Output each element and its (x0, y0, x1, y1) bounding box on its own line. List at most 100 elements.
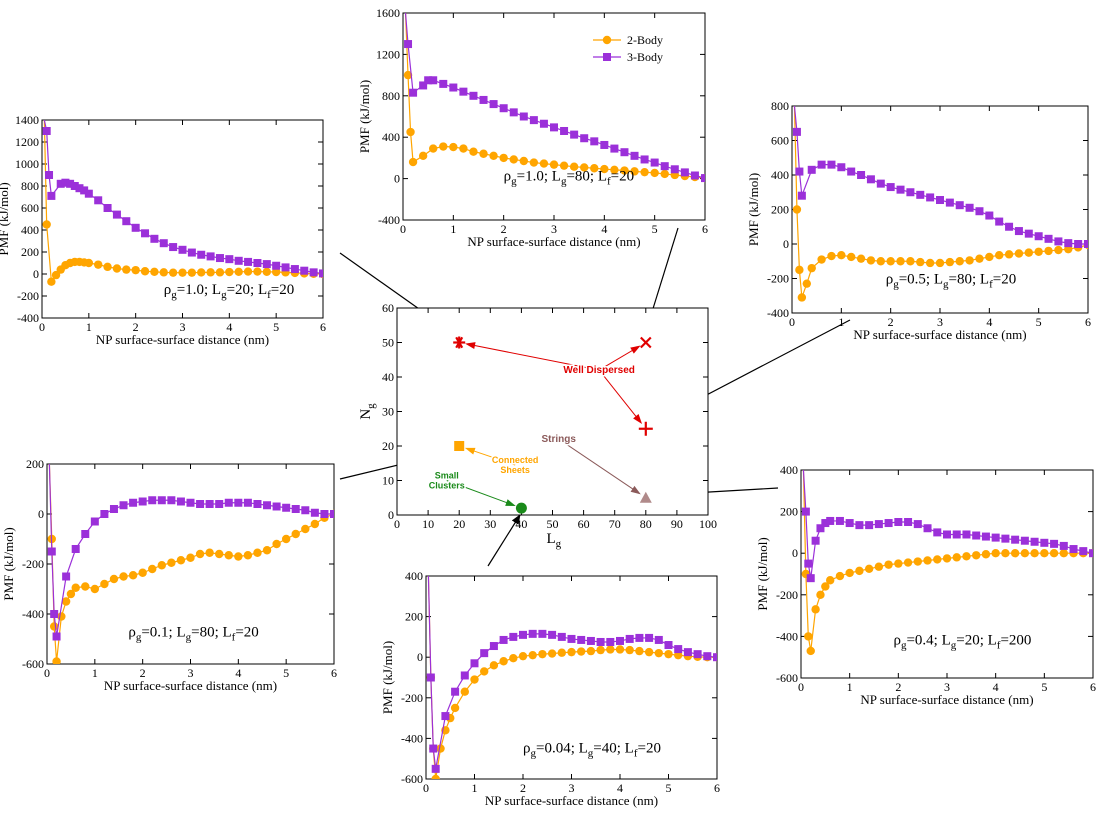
data-point (50, 610, 59, 618)
y-tick-label: 30 (382, 405, 394, 419)
map-point-plus (638, 421, 653, 436)
data-point (129, 498, 138, 507)
data-point (70, 182, 79, 190)
data-point (330, 510, 334, 518)
data-point (904, 518, 913, 526)
data-point (71, 583, 80, 592)
data-point (600, 164, 609, 174)
series-3-body (792, 106, 1088, 248)
data-point (234, 552, 243, 561)
data-point (281, 534, 291, 544)
data-point (509, 108, 518, 117)
data-point (1030, 549, 1039, 558)
x-tick-label: 0 (39, 320, 45, 334)
data-point (616, 636, 624, 645)
data-point (991, 549, 1000, 558)
data-point (169, 243, 178, 252)
x-tick-label: 2 (140, 666, 146, 680)
x-tick-label: 80 (640, 517, 652, 531)
category-arrow (466, 343, 600, 371)
x-tick-label: 6 (331, 666, 337, 680)
data-point (290, 265, 299, 274)
data-point (801, 507, 810, 516)
category-arrowhead (633, 414, 643, 425)
data-point (674, 645, 683, 654)
data-point (178, 268, 187, 277)
data-point (42, 127, 51, 135)
x-tick-label: 5 (273, 320, 279, 334)
data-point (470, 659, 479, 668)
data-point (225, 255, 234, 264)
x-tick-label: 3 (944, 680, 950, 694)
data-point (206, 252, 215, 261)
y-axis-label: PMF (kJ/mol) (357, 80, 372, 153)
data-point (884, 519, 893, 528)
data-point (1059, 549, 1069, 558)
data-point (243, 498, 252, 507)
data-point (424, 76, 433, 85)
data-point (952, 553, 961, 562)
data-point (157, 496, 166, 505)
y-tick-label: 1400 (15, 113, 39, 127)
data-point (271, 267, 281, 277)
data-point (1084, 240, 1088, 248)
x-tick-label: 50 (547, 517, 559, 531)
data-point (429, 76, 438, 85)
data-point (262, 260, 271, 269)
data-point (459, 87, 468, 96)
category-label: Strings (541, 434, 576, 445)
data-point (263, 501, 272, 510)
data-point (469, 91, 478, 100)
data-point (943, 530, 951, 539)
x-tick-label: 4 (601, 222, 607, 236)
data-point (112, 210, 121, 219)
data-point (1064, 239, 1073, 248)
x-tick-label: 30 (484, 517, 496, 531)
data-point (1001, 549, 1010, 558)
data-point (196, 500, 205, 508)
data-point (81, 530, 90, 538)
y-axis-label: Ng (358, 403, 377, 420)
data-point (119, 501, 128, 510)
data-point (243, 267, 253, 276)
data-point (197, 268, 206, 277)
data-point (826, 516, 835, 525)
x-tick-label: 2 (888, 315, 894, 329)
map-point-circle (515, 502, 527, 514)
data-point (215, 549, 224, 559)
y-tick-label: 1600 (376, 6, 400, 20)
data-point (100, 579, 109, 589)
y-tick-label: 0 (792, 546, 798, 560)
data-point (1034, 247, 1043, 256)
y-tick-label: 1200 (376, 47, 400, 61)
data-point (157, 561, 166, 570)
data-point (90, 584, 100, 594)
y-tick-label: -200 (767, 272, 789, 286)
data-point (128, 571, 138, 580)
chart-panels: 0 10 20 30 40 50 60 70 80 90 1000102030405060LgNgW… (0, 6, 1096, 808)
data-point (499, 635, 508, 644)
data-point (625, 634, 634, 643)
data-point (1024, 248, 1034, 257)
data-point (224, 498, 233, 507)
data-point (550, 123, 558, 132)
data-point (262, 546, 272, 555)
data-point (141, 229, 150, 238)
data-point (577, 647, 586, 656)
data-point (272, 261, 281, 270)
data-point (1010, 549, 1020, 558)
data-point (148, 496, 157, 505)
data-point (403, 70, 413, 80)
data-point (807, 165, 816, 174)
data-point (640, 167, 649, 177)
y-tick-label: -200 (22, 557, 44, 571)
data-point (610, 165, 619, 175)
y-tick-label: -200 (17, 289, 39, 303)
data-point (577, 635, 586, 644)
data-point (319, 269, 323, 278)
x-tick-label: 4 (993, 680, 999, 694)
data-point (792, 205, 802, 214)
data-point (1020, 549, 1030, 558)
data-point (408, 157, 418, 167)
x-tick-label: 5 (283, 666, 289, 680)
